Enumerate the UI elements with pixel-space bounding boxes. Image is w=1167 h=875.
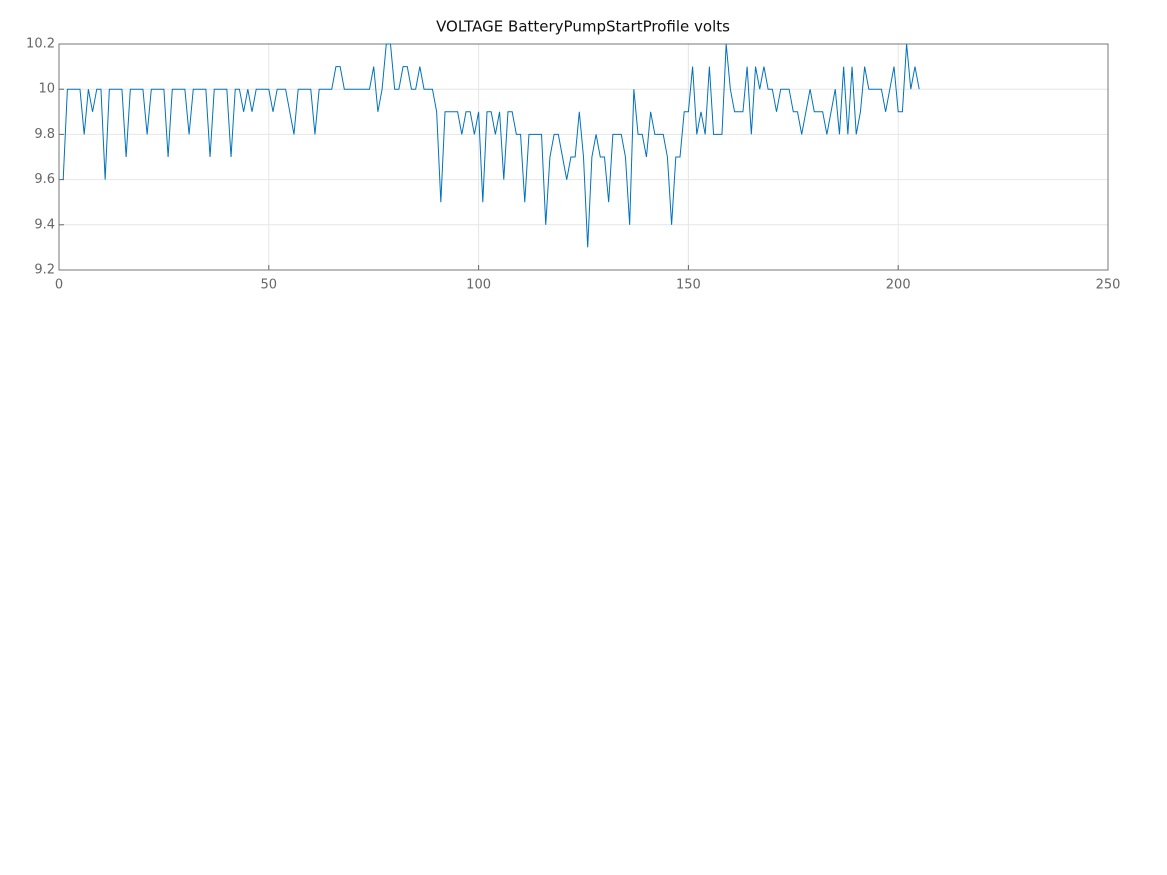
x-tick-label: 200 xyxy=(886,278,911,293)
y-tick-label: 10.2 xyxy=(26,37,55,52)
plot-frame xyxy=(58,43,1109,271)
x-tick-label: 0 xyxy=(55,278,63,293)
x-tick-label: 50 xyxy=(261,278,278,293)
y-tick-label: 9.2 xyxy=(34,263,55,278)
x-tick-label: 100 xyxy=(466,278,491,293)
y-tick-label: 10 xyxy=(38,82,55,97)
x-tick-label: 250 xyxy=(1096,278,1121,293)
x-tick-label: 150 xyxy=(676,278,701,293)
chart-title: VOLTAGE BatteryPumpStartProfile volts xyxy=(436,18,730,36)
y-tick-label: 9.8 xyxy=(34,127,55,142)
y-tick-label: 9.6 xyxy=(34,172,55,187)
data-line xyxy=(62,43,920,248)
y-tick-label: 9.4 xyxy=(34,217,55,232)
